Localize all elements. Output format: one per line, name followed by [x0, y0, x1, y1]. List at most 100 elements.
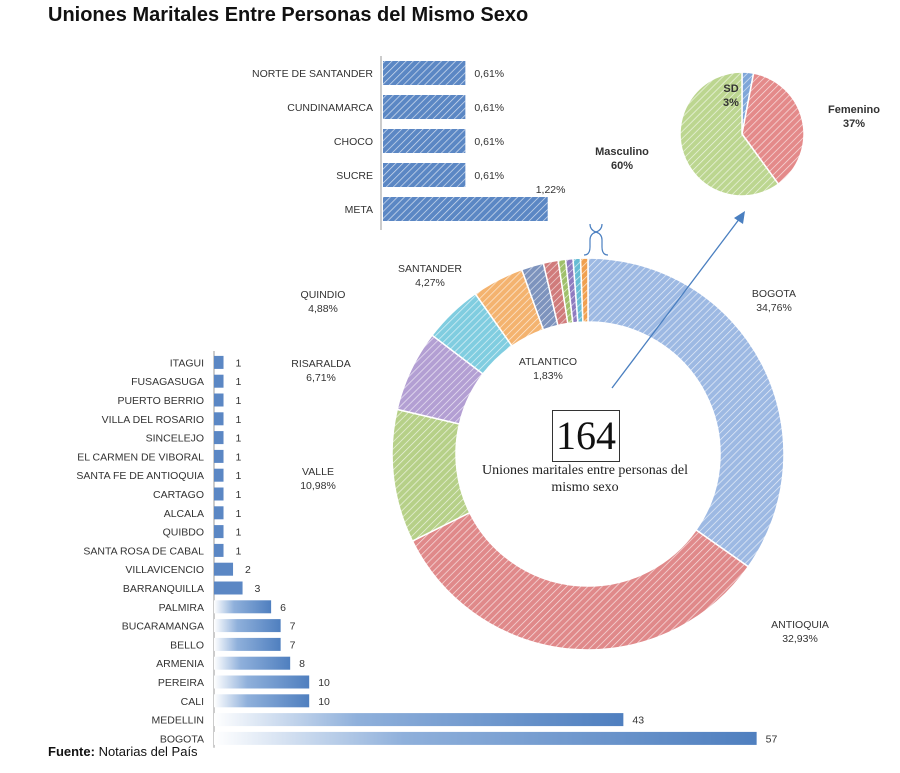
pie-slice-hatch: [680, 72, 779, 196]
bar: [214, 713, 624, 727]
tick-label: EL CARMEN DE VIBORAL: [77, 451, 204, 463]
city-bar-chart: ITAGUI 1 FUSAGASUGA 1 PUERTO BERRIO 1 VILLA DE…: [76, 351, 777, 748]
slice-value: 4,27%: [415, 277, 445, 289]
bar-hatch: [383, 163, 466, 187]
tick-label: PALMIRA: [159, 602, 204, 614]
data-label: 1: [236, 395, 242, 407]
slice-name: SD: [723, 83, 738, 95]
tick-label: VILLAVICENCIO: [125, 564, 204, 576]
slice-name: Femenino: [828, 104, 880, 116]
bar: [214, 431, 224, 445]
bar: [214, 412, 224, 426]
bar: [214, 449, 224, 463]
bar: [214, 374, 224, 388]
data-label: 6: [280, 602, 286, 614]
slice-value: 10,98%: [300, 480, 336, 492]
data-label: 10: [318, 677, 330, 689]
bar: [214, 675, 310, 689]
data-label: 0,61%: [474, 102, 504, 114]
tick-label: BARRANQUILLA: [123, 583, 204, 595]
slice-name: VALLE: [302, 466, 334, 478]
data-label: 1: [236, 376, 242, 388]
data-label: 0,61%: [474, 136, 504, 148]
tick-label: ARMENIA: [156, 658, 204, 670]
slice-value: 60%: [611, 160, 633, 172]
total-caption: Uniones maritales entre personas del mis…: [481, 463, 689, 495]
data-label: 10: [318, 696, 330, 708]
tick-label: MEDELLIN: [151, 715, 204, 727]
slice-name: BOGOTA: [752, 288, 796, 300]
tick-label: CUNDINAMARCA: [287, 102, 373, 114]
slice-value: 4,88%: [308, 303, 338, 315]
donut-slice-hatch: [397, 335, 484, 424]
bar: [214, 731, 757, 745]
source-label: Fuente:: [48, 744, 95, 759]
page-title: Uniones Maritales Entre Personas del Mis…: [48, 4, 529, 26]
data-label: 1: [236, 451, 242, 463]
bar: [214, 468, 224, 482]
tick-label: CALI: [181, 696, 204, 708]
bar-hatch: [383, 129, 466, 153]
data-label: 0,61%: [474, 68, 504, 80]
donut-slice-hatch: [475, 269, 544, 347]
slice-value: 37%: [843, 118, 865, 130]
tick-label: CARTAGO: [153, 489, 204, 501]
bar: [214, 656, 291, 670]
brace-marker: [583, 223, 598, 256]
bar: [214, 506, 224, 520]
arrow-line: [611, 217, 741, 389]
bar-hatch: [383, 61, 466, 85]
slice-name: Masculino: [595, 146, 649, 158]
department-bar-chart: NORTE DE SANTANDER 0,61% CUNDINAMARCA 0,61%…: [252, 56, 565, 230]
bar-hatch: [383, 197, 548, 221]
donut-slice-hatch: [565, 258, 578, 323]
data-label: 1: [236, 508, 242, 520]
data-label: 43: [632, 715, 644, 727]
tick-label: BELLO: [170, 639, 204, 651]
data-label: 1: [236, 433, 242, 445]
tick-label: ITAGUI: [170, 357, 204, 369]
data-label: 57: [766, 733, 778, 745]
donut-slice-hatch: [543, 260, 568, 326]
donut-slice-hatch: [580, 258, 588, 323]
bar: [214, 562, 234, 576]
data-label: 2: [245, 564, 251, 576]
bar-hatch: [383, 95, 466, 119]
tick-label: PUERTO BERRIO: [117, 395, 204, 407]
slice-name: RISARALDA: [291, 358, 351, 370]
bar: [214, 600, 272, 614]
data-label: 1,22%: [536, 184, 566, 196]
slice-name: ATLANTICO: [519, 356, 577, 368]
data-label: 0,61%: [474, 170, 504, 182]
tick-label: META: [345, 204, 373, 216]
tick-label: BUCARAMANGA: [122, 621, 204, 633]
donut-slice-hatch: [588, 258, 784, 567]
slice-name: ANTIOQUIA: [771, 619, 829, 631]
slice-value: 6,71%: [306, 372, 336, 384]
tick-label: PEREIRA: [158, 677, 204, 689]
tick-label: QUIBDO: [163, 527, 204, 539]
bar: [214, 694, 310, 708]
data-label: 1: [236, 470, 242, 482]
donut-slice-hatch: [412, 512, 749, 650]
bar: [214, 393, 224, 407]
slice-name: QUINDIO: [301, 289, 346, 301]
slice-value: 32,93%: [782, 633, 818, 645]
pie-slice-hatch: [742, 73, 804, 185]
slice-value: 1,83%: [533, 370, 563, 382]
bar: [214, 355, 224, 369]
data-label: 7: [290, 639, 296, 651]
arrow-head: [734, 211, 745, 224]
data-label: 7: [290, 621, 296, 633]
bar: [214, 543, 224, 557]
tick-label: FUSAGASUGA: [131, 376, 204, 388]
tick-label: SANTA FE DE ANTIOQUIA: [76, 470, 204, 482]
data-label: 8: [299, 658, 305, 670]
bar: [214, 525, 224, 539]
tick-label: ALCALA: [164, 508, 204, 520]
data-label: 3: [255, 583, 261, 595]
slice-value: 3%: [723, 97, 739, 109]
brace-marker: [594, 223, 609, 256]
department-donut-chart: BOGOTA 34,76% ANTIOQUIA 32,93% VALLE 10,98% RI…: [291, 257, 829, 651]
